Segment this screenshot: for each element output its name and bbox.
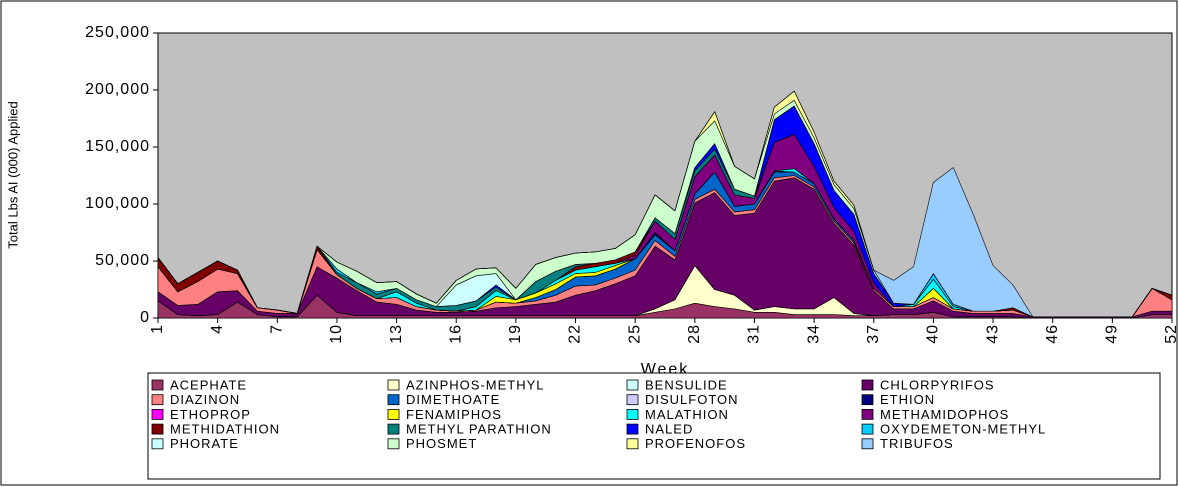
x-tick-label: 4 <box>209 324 226 334</box>
y-axis-title: Total Lbs AI (000) Applied <box>5 101 20 248</box>
legend-label: METHAMIDOPHOS <box>880 407 1009 422</box>
legend-swatch <box>626 438 639 450</box>
legend-label: DIMETHOATE <box>406 392 500 407</box>
y-tick-label: 200,000 <box>85 81 150 98</box>
legend-label: PHORATE <box>170 436 239 451</box>
x-tick-label: 43 <box>984 324 1001 344</box>
y-tick-label: 150,000 <box>85 138 150 155</box>
x-tick-label: 28 <box>686 324 703 344</box>
legend-label: METHYL PARATHION <box>406 422 552 437</box>
legend-label: FENAMIPHOS <box>406 407 502 422</box>
legend-swatch <box>151 408 164 420</box>
legend-label: CHLORPYRIFOS <box>880 377 995 392</box>
legend-swatch <box>387 379 400 391</box>
legend-swatch <box>626 423 639 435</box>
x-tick-label: 37 <box>865 324 882 344</box>
areas <box>157 90 1173 319</box>
y-tick-label: 100,000 <box>85 195 150 212</box>
legend-label: DISULFOTON <box>645 392 739 407</box>
legend-swatch <box>861 408 874 420</box>
legend-label: PROFENOFOS <box>645 436 746 451</box>
x-tick-label: 16 <box>447 324 464 344</box>
legend-swatch <box>861 379 874 391</box>
legend-swatch <box>861 394 874 406</box>
legend-label: PHOSMET <box>406 436 477 451</box>
x-tick-label: 25 <box>626 324 643 344</box>
area <box>157 90 1173 318</box>
x-tick-label: 13 <box>388 324 405 344</box>
legend-swatch <box>151 379 164 391</box>
legend-swatch <box>626 379 639 391</box>
legend-swatch <box>151 438 164 450</box>
legend-label: ACEPHATE <box>170 377 247 392</box>
legend-label: BENSULIDE <box>645 377 728 392</box>
legend-label: ETHION <box>880 392 935 407</box>
x-tick-label: 52 <box>1163 324 1179 344</box>
x-tick-label: 19 <box>507 324 524 344</box>
x-tick-label: 46 <box>1044 324 1061 344</box>
legend-swatch <box>861 438 874 450</box>
y-tick-label: 50,000 <box>95 252 150 269</box>
legend-label: MALATHION <box>645 407 729 422</box>
x-tick-label: 1 <box>149 324 166 334</box>
legend-swatch <box>151 394 164 406</box>
x-tick-label: 7 <box>269 324 286 334</box>
legend-label: TRIBUFOS <box>880 436 954 451</box>
legend-swatch <box>626 394 639 406</box>
legend-swatch <box>626 408 639 420</box>
legend-label: ETHOPROP <box>170 407 251 422</box>
legend-swatch <box>387 438 400 450</box>
x-tick-label: 31 <box>746 324 763 344</box>
legend-box <box>147 372 1161 480</box>
legend-swatch <box>387 423 400 435</box>
legend-label: OXYDEMETON-METHYL <box>880 422 1046 437</box>
legend-swatch <box>387 408 400 420</box>
legend-label: METHIDATHION <box>170 422 280 437</box>
y-tick-label: 250,000 <box>85 24 150 41</box>
x-tick-label: 10 <box>328 324 345 344</box>
y-tick-label: 0 <box>140 309 150 326</box>
legend-label: AZINPHOS-METHYL <box>406 377 545 392</box>
x-tick-label: 49 <box>1104 324 1121 344</box>
legend-swatch <box>861 423 874 435</box>
x-tick-label: 40 <box>925 324 942 344</box>
x-tick-label: 34 <box>805 324 822 344</box>
x-tick-label: 22 <box>567 324 584 344</box>
legend-swatch <box>387 394 400 406</box>
legend-label: DIAZINON <box>170 392 240 407</box>
legend-swatch <box>151 423 164 435</box>
legend-label: NALED <box>645 422 693 437</box>
